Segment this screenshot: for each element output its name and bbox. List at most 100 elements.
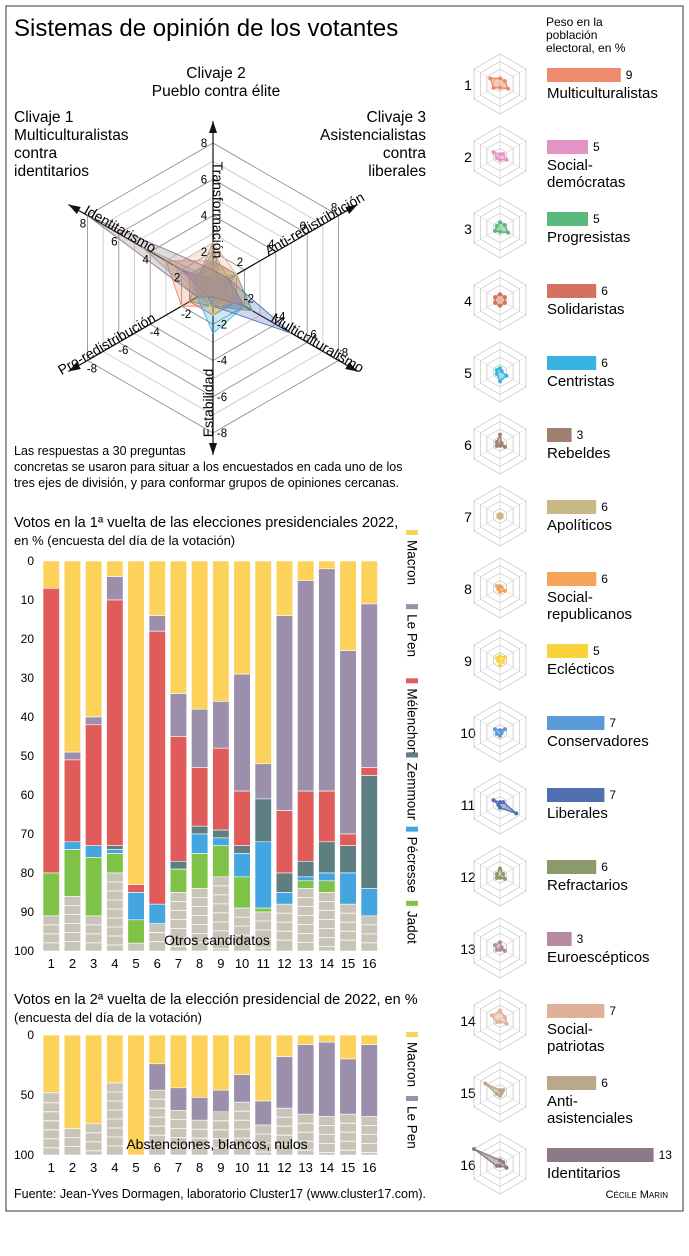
bar-category-label: 12 bbox=[277, 956, 291, 971]
bar-segment bbox=[275, 560, 294, 616]
bar-segment bbox=[42, 1034, 60, 1093]
bar-segment bbox=[233, 853, 251, 878]
bar-y-tick: 100 bbox=[14, 944, 34, 958]
mini-radar-point bbox=[493, 943, 498, 948]
bar-segment bbox=[297, 1044, 315, 1115]
weight-bar bbox=[547, 68, 621, 82]
bar-segment bbox=[63, 849, 81, 897]
radar-axis-end-label: Estabilidad bbox=[200, 369, 216, 438]
radar-axis-arrowhead bbox=[68, 204, 81, 214]
mini-radar-point bbox=[494, 1163, 499, 1168]
weight-value: 5 bbox=[593, 140, 600, 154]
legend-swatch bbox=[406, 1096, 418, 1101]
legend-label: Mélenchon bbox=[405, 688, 420, 754]
bar-segment bbox=[169, 1087, 187, 1111]
bar-segment bbox=[318, 1034, 336, 1043]
bar-chart-title: (encuesta del día de la votación) bbox=[14, 1010, 202, 1025]
mini-radar-point bbox=[483, 1081, 488, 1086]
bar-segment bbox=[318, 841, 336, 874]
cluster-name: Multiculturalistas bbox=[547, 85, 658, 102]
radar-tick-label: -6 bbox=[118, 345, 128, 357]
mini-radar-point bbox=[494, 947, 499, 952]
weight-value: 13 bbox=[659, 1148, 673, 1162]
cluster-number: 9 bbox=[464, 653, 472, 669]
bar-segment bbox=[191, 888, 209, 952]
mini-radar-point bbox=[498, 1008, 502, 1013]
bar-segment bbox=[63, 560, 81, 753]
mini-radar-point bbox=[496, 513, 501, 518]
bar-segment bbox=[127, 560, 145, 886]
bar-segment bbox=[360, 888, 378, 917]
bar-segment bbox=[233, 790, 251, 846]
radar-tick-label: 4 bbox=[143, 255, 150, 267]
mini-radar-point bbox=[498, 292, 502, 297]
bar-category-label: 3 bbox=[90, 956, 97, 971]
bar-y-tick: 70 bbox=[21, 827, 35, 841]
cluster-name: Liberales bbox=[547, 805, 608, 822]
bar-segment bbox=[339, 833, 357, 846]
mini-radar-point bbox=[494, 875, 499, 880]
radar-tick-label: 8 bbox=[331, 203, 337, 215]
bar-category-label: 14 bbox=[320, 956, 334, 971]
mini-radar-point bbox=[494, 731, 499, 736]
weight-bar bbox=[547, 356, 597, 370]
radar-axis-arrowhead bbox=[209, 443, 217, 455]
radar-axis-end-label: Transformación bbox=[210, 162, 226, 259]
mini-radar-point bbox=[502, 295, 507, 300]
legend-label: Macron bbox=[405, 1042, 420, 1087]
bar-category-label: 6 bbox=[154, 1160, 161, 1175]
bar-category-label: 3 bbox=[90, 1160, 97, 1175]
cluster-name: Social- bbox=[547, 157, 593, 174]
bar-segment bbox=[233, 907, 251, 952]
legend-swatch bbox=[406, 530, 418, 535]
weight-bar bbox=[547, 572, 597, 586]
bar-segment bbox=[212, 747, 230, 831]
radar-tick-label: -4 bbox=[275, 311, 286, 323]
first-round-chart: Votos en la 1ª vuelta de las elecciones … bbox=[14, 515, 420, 971]
radar-axis-arrowhead bbox=[209, 121, 217, 133]
credit: Cécile Marin bbox=[606, 1189, 669, 1201]
bar-segment bbox=[212, 1089, 230, 1113]
mini-radar-point bbox=[496, 802, 501, 807]
radar-tick-label: 2 bbox=[174, 273, 180, 285]
mini-radar-point bbox=[494, 656, 499, 661]
bar-y-tick: 80 bbox=[21, 866, 35, 880]
cluster-number: 6 bbox=[464, 437, 472, 453]
weight-bar bbox=[547, 212, 588, 226]
bar-segment bbox=[191, 708, 209, 769]
mini-radar-point bbox=[493, 727, 498, 732]
mini-radar-point bbox=[494, 872, 499, 877]
bar-segment bbox=[148, 923, 166, 952]
bar-category-label: 9 bbox=[217, 956, 224, 971]
bar-segment bbox=[169, 1110, 187, 1156]
weight-value: 5 bbox=[593, 212, 600, 226]
axis-title-c3: Asistencialistas bbox=[320, 127, 426, 144]
mini-radar-spoke bbox=[473, 83, 501, 100]
radar-axis-arrowhead bbox=[68, 362, 81, 372]
weight-value: 6 bbox=[601, 572, 608, 586]
bar-chart-title: Votos en la 2ª vuelta de la elección pre… bbox=[14, 992, 418, 1008]
bar-segment bbox=[169, 1034, 187, 1089]
radar-tick-label: 6 bbox=[201, 174, 207, 186]
radar-cluster-polygon bbox=[87, 215, 246, 307]
cluster-name: Euroescépticos bbox=[547, 949, 650, 966]
bar-y-tick: 50 bbox=[21, 1088, 35, 1102]
bar-segment bbox=[148, 903, 166, 925]
weight-bar bbox=[547, 860, 597, 874]
bar-segment bbox=[275, 1056, 294, 1109]
cluster-number: 12 bbox=[460, 869, 476, 885]
note-line: concretas se usaron para situar a los en… bbox=[14, 460, 402, 474]
radar-axis-arrowhead bbox=[345, 362, 358, 372]
radar-tick-label: 8 bbox=[80, 218, 86, 230]
bar-segment bbox=[63, 751, 81, 761]
bar-segment bbox=[106, 872, 124, 952]
mini-radar-point bbox=[493, 295, 498, 300]
bar-y-tick: 60 bbox=[21, 788, 35, 802]
mini-radar-point bbox=[494, 1019, 499, 1024]
mini-radar-point bbox=[502, 588, 507, 593]
mini-radar-spoke bbox=[473, 659, 501, 676]
bar-segment bbox=[275, 810, 294, 874]
bar-category-label: 16 bbox=[362, 1160, 376, 1175]
